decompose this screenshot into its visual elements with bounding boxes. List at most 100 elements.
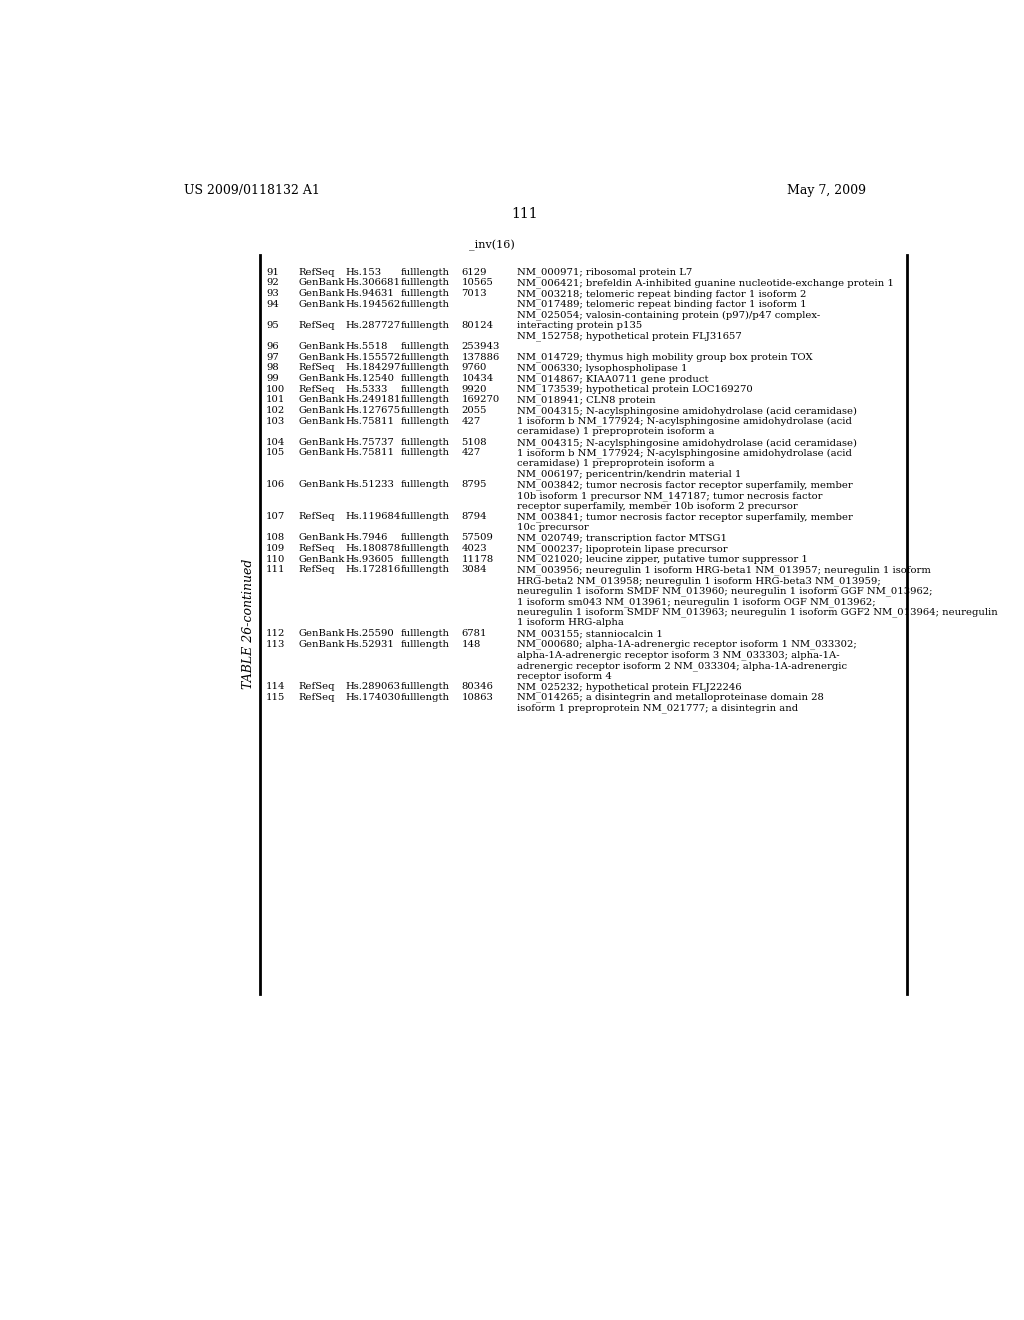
Text: neuregulin 1 isoform SMDF NM_013963; neuregulin 1 isoform GGF2 NM_013964; neureg: neuregulin 1 isoform SMDF NM_013963; neu… [517,607,997,618]
Text: fulllength: fulllength [400,693,450,702]
Text: NM_173539; hypothetical protein LOC169270: NM_173539; hypothetical protein LOC16927… [517,384,753,395]
Text: 80124: 80124 [461,321,494,330]
Text: GenBank: GenBank [299,480,345,490]
Text: NM_021020; leucine zipper, putative tumor suppressor 1: NM_021020; leucine zipper, putative tumo… [517,554,808,565]
Text: Hs.75811: Hs.75811 [345,449,394,458]
Text: GenBank: GenBank [299,342,345,351]
Text: NM_006330; lysophospholipase 1: NM_006330; lysophospholipase 1 [517,363,687,374]
Text: 169270: 169270 [461,395,500,404]
Text: 9920: 9920 [461,384,486,393]
Text: fulllength: fulllength [400,363,450,372]
Text: 10434: 10434 [461,374,494,383]
Text: RefSeq: RefSeq [299,512,335,521]
Text: NM_000971; ribosomal protein L7: NM_000971; ribosomal protein L7 [517,268,692,277]
Text: 7013: 7013 [461,289,486,298]
Text: _inv(16): _inv(16) [469,240,515,251]
Text: NM_014867; KIAA0711 gene product: NM_014867; KIAA0711 gene product [517,374,709,384]
Text: 110: 110 [266,554,286,564]
Text: US 2009/0118132 A1: US 2009/0118132 A1 [183,185,319,197]
Text: NM_020749; transcription factor MTSG1: NM_020749; transcription factor MTSG1 [517,533,727,543]
Text: GenBank: GenBank [299,438,345,446]
Text: 4023: 4023 [461,544,486,553]
Text: fulllength: fulllength [400,289,450,298]
Text: NM_025232; hypothetical protein FLJ22246: NM_025232; hypothetical protein FLJ22246 [517,682,741,692]
Text: 105: 105 [266,449,286,458]
Text: Hs.306681: Hs.306681 [345,279,400,288]
Text: fulllength: fulllength [400,342,450,351]
Text: fulllength: fulllength [400,554,450,564]
Text: fulllength: fulllength [400,640,450,648]
Text: Hs.155572: Hs.155572 [345,352,400,362]
Text: GenBank: GenBank [299,417,345,425]
Text: GenBank: GenBank [299,300,345,309]
Text: RefSeq: RefSeq [299,544,335,553]
Text: fulllength: fulllength [400,533,450,543]
Text: ceramidase) 1 preproprotein isoform a: ceramidase) 1 preproprotein isoform a [517,428,715,436]
Text: fulllength: fulllength [400,384,450,393]
Text: 10565: 10565 [461,279,494,288]
Text: NM_006421; brefeldin A-inhibited guanine nucleotide-exchange protein 1: NM_006421; brefeldin A-inhibited guanine… [517,279,894,288]
Text: NM_025054; valosin-containing protein (p97)/p47 complex-: NM_025054; valosin-containing protein (p… [517,310,820,319]
Text: 97: 97 [266,352,279,362]
Text: GenBank: GenBank [299,533,345,543]
Text: TABLE 26-continued: TABLE 26-continued [242,560,255,689]
Text: Hs.180878: Hs.180878 [345,544,400,553]
Text: GenBank: GenBank [299,630,345,638]
Text: Hs.153: Hs.153 [345,268,381,277]
Text: NM_014729; thymus high mobility group box protein TOX: NM_014729; thymus high mobility group bo… [517,352,813,363]
Text: RefSeq: RefSeq [299,682,335,692]
Text: RefSeq: RefSeq [299,321,335,330]
Text: 2055: 2055 [461,405,486,414]
Text: Hs.75737: Hs.75737 [345,438,394,446]
Text: 10c precursor: 10c precursor [517,523,589,532]
Text: 92: 92 [266,279,279,288]
Text: GenBank: GenBank [299,279,345,288]
Text: 112: 112 [266,630,286,638]
Text: 6129: 6129 [461,268,486,277]
Text: 95: 95 [266,321,279,330]
Text: 6781: 6781 [461,630,486,638]
Text: fulllength: fulllength [400,438,450,446]
Text: receptor superfamily, member 10b isoform 2 precursor: receptor superfamily, member 10b isoform… [517,502,798,511]
Text: NM_152758; hypothetical protein FLJ31657: NM_152758; hypothetical protein FLJ31657 [517,331,741,341]
Text: GenBank: GenBank [299,395,345,404]
Text: Hs.51233: Hs.51233 [345,480,394,490]
Text: 8795: 8795 [461,480,486,490]
Text: GenBank: GenBank [299,352,345,362]
Text: NM_006197; pericentrin/kendrin material 1: NM_006197; pericentrin/kendrin material … [517,470,741,479]
Text: GenBank: GenBank [299,405,345,414]
Text: Hs.184297: Hs.184297 [345,363,400,372]
Text: Hs.93605: Hs.93605 [345,554,393,564]
Text: fulllength: fulllength [400,374,450,383]
Text: Hs.127675: Hs.127675 [345,405,400,414]
Text: 9760: 9760 [461,363,486,372]
Text: Hs.75811: Hs.75811 [345,417,394,425]
Text: fulllength: fulllength [400,279,450,288]
Text: 106: 106 [266,480,285,490]
Text: NM_000237; lipoprotein lipase precursor: NM_000237; lipoprotein lipase precursor [517,544,728,553]
Text: Hs.7946: Hs.7946 [345,533,387,543]
Text: 99: 99 [266,374,279,383]
Text: NM_003842; tumor necrosis factor receptor superfamily, member: NM_003842; tumor necrosis factor recepto… [517,480,853,490]
Text: GenBank: GenBank [299,449,345,458]
Text: 111: 111 [511,207,539,220]
Text: 114: 114 [266,682,286,692]
Text: 102: 102 [266,405,286,414]
Text: GenBank: GenBank [299,554,345,564]
Text: GenBank: GenBank [299,640,345,648]
Text: fulllength: fulllength [400,321,450,330]
Text: NM_017489; telomeric repeat binding factor 1 isoform 1: NM_017489; telomeric repeat binding fact… [517,300,807,309]
Text: alpha-1A-adrenergic receptor isoform 3 NM_033303; alpha-1A-: alpha-1A-adrenergic receptor isoform 3 N… [517,651,840,660]
Text: Hs.172816: Hs.172816 [345,565,400,574]
Text: fulllength: fulllength [400,395,450,404]
Text: fulllength: fulllength [400,300,450,309]
Text: Hs.52931: Hs.52931 [345,640,394,648]
Text: 113: 113 [266,640,286,648]
Text: GenBank: GenBank [299,289,345,298]
Text: 10b isoform 1 precursor NM_147187; tumor necrosis factor: 10b isoform 1 precursor NM_147187; tumor… [517,491,822,500]
Text: 100: 100 [266,384,286,393]
Text: interacting protein p135: interacting protein p135 [517,321,642,330]
Text: 11178: 11178 [461,554,494,564]
Text: NM_018941; CLN8 protein: NM_018941; CLN8 protein [517,395,655,405]
Text: Hs.287727: Hs.287727 [345,321,400,330]
